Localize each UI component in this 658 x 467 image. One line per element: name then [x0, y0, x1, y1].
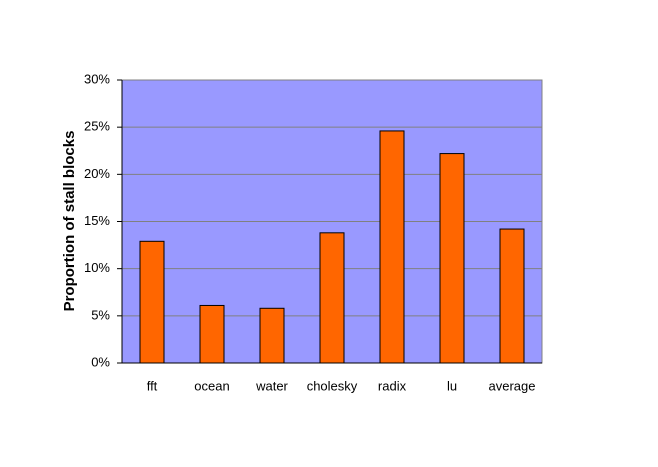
- x-tick-label: ocean: [194, 378, 229, 393]
- x-tick-label: water: [255, 378, 288, 393]
- y-tick-label: 5%: [91, 307, 110, 322]
- x-tick-label: cholesky: [307, 378, 358, 393]
- x-tick-label: fft: [147, 378, 158, 393]
- x-tick-label: lu: [447, 378, 457, 393]
- y-axis-label: Proportion of stall blocks: [61, 131, 78, 312]
- bar: [139, 240, 165, 364]
- y-tick-label: 20%: [84, 166, 110, 181]
- bar: [319, 232, 345, 364]
- y-tick-label: 30%: [84, 71, 110, 86]
- x-tick-label: average: [489, 378, 536, 393]
- bar: [379, 130, 405, 364]
- y-tick-label: 25%: [84, 119, 110, 134]
- bar: [499, 228, 525, 364]
- y-tick-label: 15%: [84, 213, 110, 228]
- y-tick-label: 0%: [91, 354, 110, 369]
- x-tick-label: radix: [378, 378, 407, 393]
- bar: [439, 153, 465, 364]
- y-tick-label: 10%: [84, 260, 110, 275]
- bar: [259, 307, 285, 364]
- bar: [199, 304, 225, 364]
